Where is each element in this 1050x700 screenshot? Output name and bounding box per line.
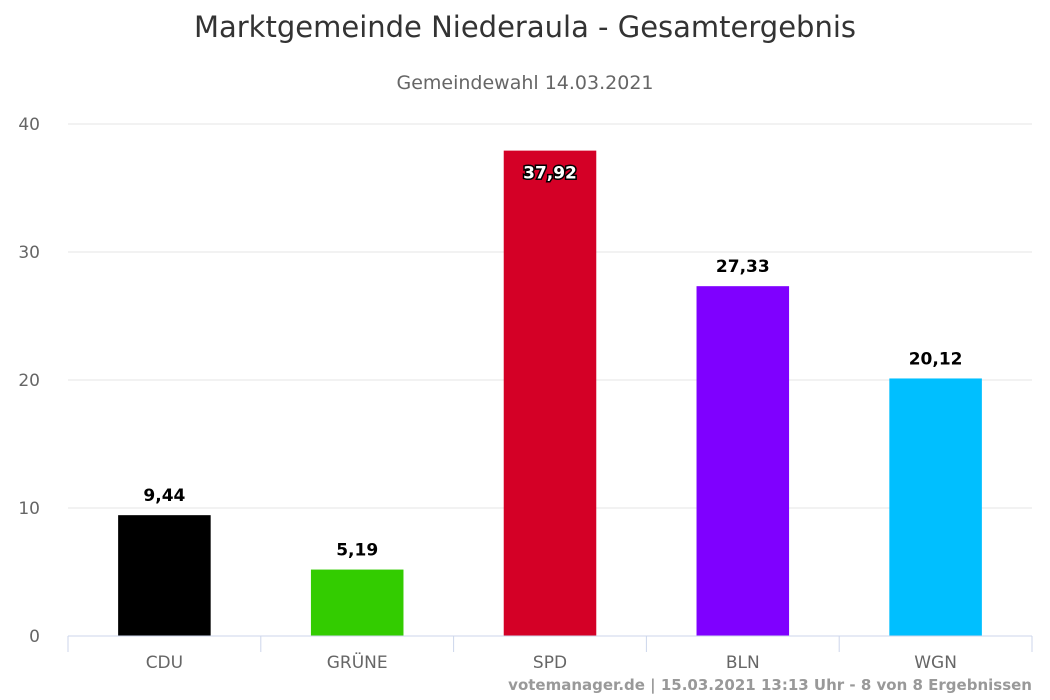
x-tick-label: CDU: [146, 653, 183, 673]
bar-grüne: [310, 569, 404, 636]
chart-title: Marktgemeinde Niederaula - Gesamtergebni…: [193, 10, 857, 44]
data-label: 5,19: [336, 541, 378, 561]
y-tick-label: 20: [18, 371, 40, 391]
bars: 9,44 5,19 37,92 27,33 20,12: [118, 150, 982, 636]
y-tick-label: 10: [18, 499, 40, 519]
bar-cdu: [118, 515, 211, 636]
x-tick-label: BLN: [726, 653, 760, 673]
y-tick-label: 0: [29, 627, 40, 647]
bar-wgn: [889, 378, 982, 636]
x-tick-label: WGN: [914, 653, 957, 673]
credits-link[interactable]: votemanager.de | 15.03.2021 13:13 Uhr - …: [508, 676, 1032, 694]
y-axis: 0 10 20 30 40: [18, 115, 40, 647]
x-tick-label: SPD: [533, 653, 567, 673]
x-axis: CDU GRÜNE SPD BLN WGN: [67, 635, 1033, 673]
chart-subtitle: Gemeindewahl 14.03.2021: [396, 72, 654, 94]
bar-spd: [503, 150, 597, 636]
data-label: 9,44: [143, 486, 185, 506]
x-tick-label: GRÜNE: [327, 651, 388, 673]
data-label: 20,12: [909, 349, 963, 369]
data-label: 37,92: [523, 164, 577, 184]
y-tick-label: 30: [18, 243, 40, 263]
bar-bln: [696, 286, 790, 636]
data-label: 27,33: [716, 257, 770, 277]
y-tick-label: 40: [18, 115, 40, 135]
